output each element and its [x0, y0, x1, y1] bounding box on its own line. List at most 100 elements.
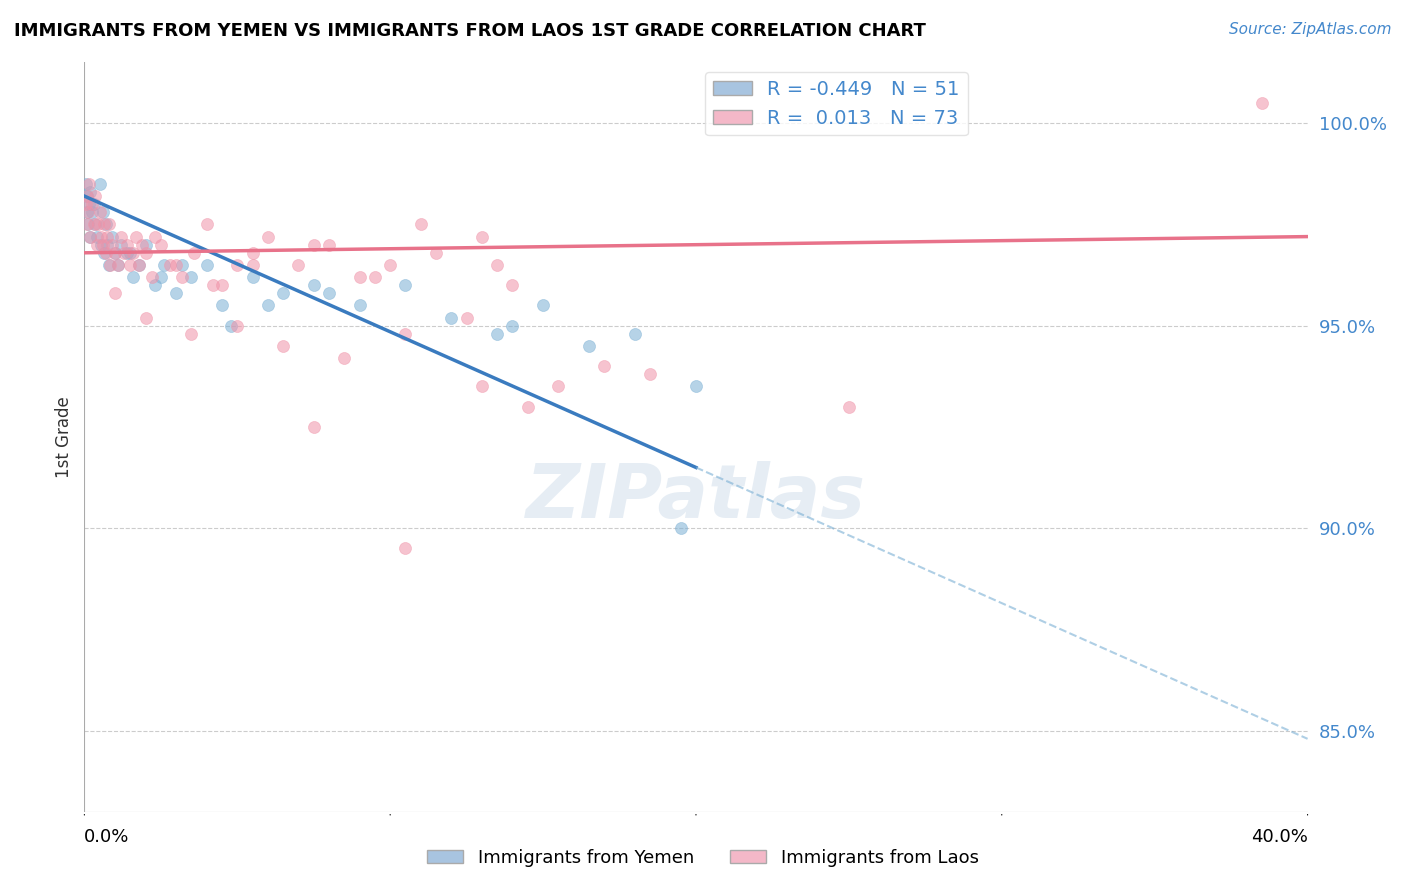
Point: [1250, 95, 1272, 110]
Point: [131, 237, 153, 252]
Point: [364, 270, 387, 285]
Point: [128, 258, 150, 272]
Point: [86, 237, 108, 252]
Point: [257, 229, 280, 244]
Point: [349, 298, 371, 312]
Point: [84, 189, 107, 203]
Point: [87, 218, 110, 232]
Text: IMMIGRANTS FROM YEMEN VS IMMIGRANTS FROM LAOS 1ST GRADE CORRELATION CHART: IMMIGRANTS FROM YEMEN VS IMMIGRANTS FROM…: [14, 22, 927, 40]
Point: [79, 185, 101, 199]
Point: [349, 270, 371, 285]
Point: [516, 400, 538, 414]
Point: [115, 245, 138, 260]
Point: [104, 245, 127, 260]
Point: [226, 258, 249, 272]
Point: [83, 197, 105, 211]
Point: [86, 229, 108, 244]
Point: [101, 229, 124, 244]
Point: [159, 258, 181, 272]
Point: [76, 189, 98, 203]
Point: [669, 521, 692, 535]
Point: [486, 258, 509, 272]
Point: [107, 258, 129, 272]
Point: [226, 318, 249, 333]
Point: [578, 339, 600, 353]
Point: [75, 197, 97, 211]
Point: [219, 318, 242, 333]
Point: [98, 258, 121, 272]
Point: [77, 177, 100, 191]
Point: [195, 218, 218, 232]
Point: [77, 218, 100, 232]
Point: [96, 229, 118, 244]
Point: [120, 258, 142, 272]
Point: [440, 310, 463, 325]
Point: [135, 245, 157, 260]
Text: Source: ZipAtlas.com: Source: ZipAtlas.com: [1229, 22, 1392, 37]
Text: 0.0%: 0.0%: [84, 828, 129, 846]
Point: [149, 270, 172, 285]
Point: [91, 237, 114, 252]
Point: [91, 205, 114, 219]
Point: [638, 368, 661, 382]
Point: [149, 237, 172, 252]
Point: [76, 205, 98, 219]
Point: [135, 237, 157, 252]
Point: [531, 298, 554, 312]
Point: [125, 229, 148, 244]
Point: [318, 286, 340, 301]
Point: [76, 218, 98, 232]
Text: ZIPatlas: ZIPatlas: [526, 460, 866, 533]
Point: [89, 205, 111, 219]
Point: [685, 379, 707, 393]
Point: [180, 326, 202, 341]
Point: [165, 258, 187, 272]
Point: [122, 245, 145, 260]
Point: [76, 189, 98, 203]
Point: [79, 229, 101, 244]
Point: [93, 218, 115, 232]
Point: [456, 310, 478, 325]
Point: [211, 298, 233, 312]
Point: [242, 270, 264, 285]
Point: [624, 326, 647, 341]
Point: [94, 245, 117, 260]
Point: [302, 278, 325, 293]
Point: [302, 237, 325, 252]
Point: [90, 229, 112, 244]
Point: [271, 286, 294, 301]
Point: [80, 197, 103, 211]
Legend: R = -0.449   N = 51, R =  0.013   N = 73: R = -0.449 N = 51, R = 0.013 N = 73: [706, 72, 967, 136]
Point: [143, 229, 166, 244]
Point: [242, 245, 264, 260]
Point: [201, 278, 224, 293]
Point: [128, 258, 150, 272]
Point: [257, 298, 280, 312]
Point: [242, 258, 264, 272]
Point: [502, 278, 524, 293]
Legend: Immigrants from Yemen, Immigrants from Laos: Immigrants from Yemen, Immigrants from L…: [420, 842, 986, 874]
Point: [502, 318, 524, 333]
Point: [112, 245, 135, 260]
Point: [211, 278, 233, 293]
Point: [394, 278, 416, 293]
Point: [90, 237, 112, 252]
Point: [471, 379, 494, 393]
Point: [96, 237, 118, 252]
Point: [94, 218, 117, 232]
Point: [122, 270, 145, 285]
Point: [287, 258, 309, 272]
Point: [83, 218, 105, 232]
Point: [172, 270, 194, 285]
Point: [183, 245, 205, 260]
Point: [97, 218, 120, 232]
Point: [165, 286, 187, 301]
Point: [271, 339, 294, 353]
Point: [79, 229, 101, 244]
Point: [110, 229, 132, 244]
Point: [75, 177, 97, 191]
Point: [195, 258, 218, 272]
Point: [141, 270, 163, 285]
Point: [97, 258, 120, 272]
Point: [409, 218, 432, 232]
